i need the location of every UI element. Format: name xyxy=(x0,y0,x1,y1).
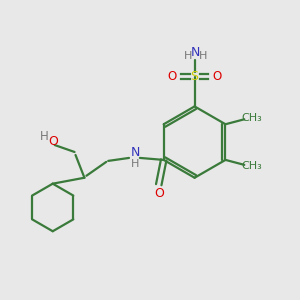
Text: N: N xyxy=(130,146,140,160)
Text: CH₃: CH₃ xyxy=(242,161,262,171)
Text: CH₃: CH₃ xyxy=(242,113,262,123)
Text: O: O xyxy=(48,135,58,148)
Text: H: H xyxy=(184,51,192,61)
Text: H: H xyxy=(39,130,48,142)
Text: O: O xyxy=(167,70,176,83)
Text: H: H xyxy=(131,159,139,169)
Text: O: O xyxy=(213,70,222,83)
Text: S: S xyxy=(190,70,199,83)
Text: O: O xyxy=(154,187,164,200)
Text: N: N xyxy=(191,46,200,59)
Text: H: H xyxy=(199,51,208,61)
